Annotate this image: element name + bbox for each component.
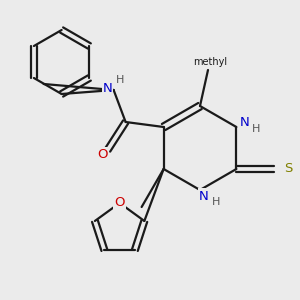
Text: S: S	[284, 163, 293, 176]
Text: H: H	[116, 75, 124, 85]
Text: N: N	[103, 82, 112, 94]
Text: O: O	[98, 148, 108, 160]
Text: methyl: methyl	[193, 57, 227, 67]
Text: N: N	[199, 190, 209, 202]
Text: H: H	[212, 197, 220, 207]
Text: N: N	[239, 116, 249, 130]
Text: O: O	[114, 196, 125, 209]
Text: H: H	[252, 124, 261, 134]
